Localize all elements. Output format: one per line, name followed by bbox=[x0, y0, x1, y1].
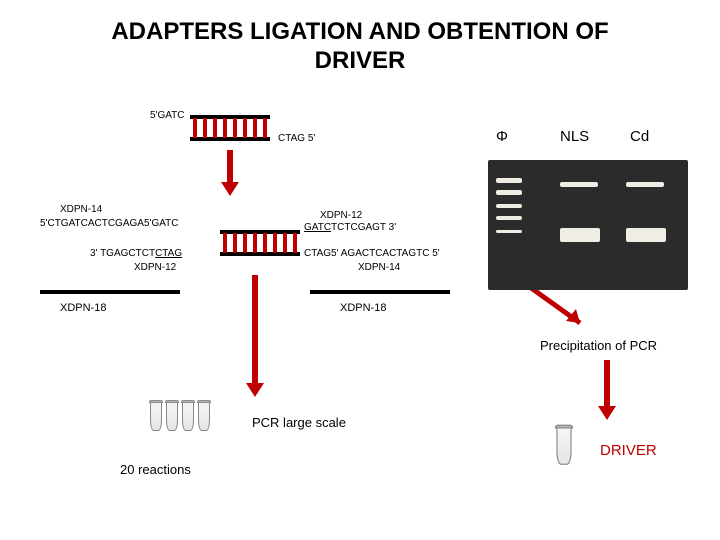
tube-1 bbox=[150, 400, 162, 436]
label-reactions: 20 reactions bbox=[120, 462, 191, 477]
label-xdpn12-below-left: XDPN-12 bbox=[134, 262, 176, 273]
xdpn18-bar-left bbox=[40, 290, 180, 294]
seq-left-bot: 3' TGAGCTCTCTAG bbox=[90, 248, 182, 259]
tube-3 bbox=[182, 400, 194, 436]
arrow-2-head bbox=[246, 383, 264, 397]
seq-left-top: 5'CTGATCACTCGAGA5'GATC bbox=[40, 218, 178, 229]
label-driver: DRIVER bbox=[600, 442, 657, 459]
label-xdpn18-left: XDPN-18 bbox=[60, 302, 106, 314]
arrow-1-shaft bbox=[227, 150, 233, 184]
seq-right-top: GATCTCTCGAGT 3' bbox=[304, 222, 396, 233]
arrow-3-shaft bbox=[604, 360, 610, 408]
label-precip: Precipitation of PCR bbox=[540, 338, 657, 353]
tube-driver bbox=[556, 425, 572, 472]
label-ctag5: CTAG 5' bbox=[278, 133, 315, 144]
dna-duplex-top bbox=[190, 115, 270, 141]
arrow-3-head bbox=[598, 406, 616, 420]
tube-4 bbox=[198, 400, 210, 436]
label-xdpn14-left: XDPN-14 bbox=[60, 204, 102, 215]
gel-image bbox=[488, 160, 688, 290]
label-5gatc: 5'GATC bbox=[150, 110, 185, 121]
title-line-2: DRIVER bbox=[0, 47, 720, 76]
title-line-1: ADAPTERS LIGATION AND OBTENTION OF bbox=[0, 18, 720, 47]
dna-duplex-mid bbox=[220, 230, 300, 256]
gel-label-phi: Φ bbox=[496, 128, 508, 145]
page-title: ADAPTERS LIGATION AND OBTENTION OF DRIVE… bbox=[0, 0, 720, 76]
seq-right-bot: CTAG5' AGACTCACTAGTC 5' bbox=[304, 248, 440, 259]
label-pcr-large: PCR large scale bbox=[252, 415, 346, 430]
gel-label-nls: NLS bbox=[560, 128, 589, 145]
label-xdpn12-right: XDPN-12 bbox=[320, 210, 362, 221]
label-xdpn14-below-right: XDPN-14 bbox=[358, 262, 400, 273]
label-xdpn18-right: XDPN-18 bbox=[340, 302, 386, 314]
gel-label-cd: Cd bbox=[630, 128, 649, 145]
arrow-2-shaft bbox=[252, 275, 258, 385]
tube-2 bbox=[166, 400, 178, 436]
arrow-1-head bbox=[221, 182, 239, 196]
